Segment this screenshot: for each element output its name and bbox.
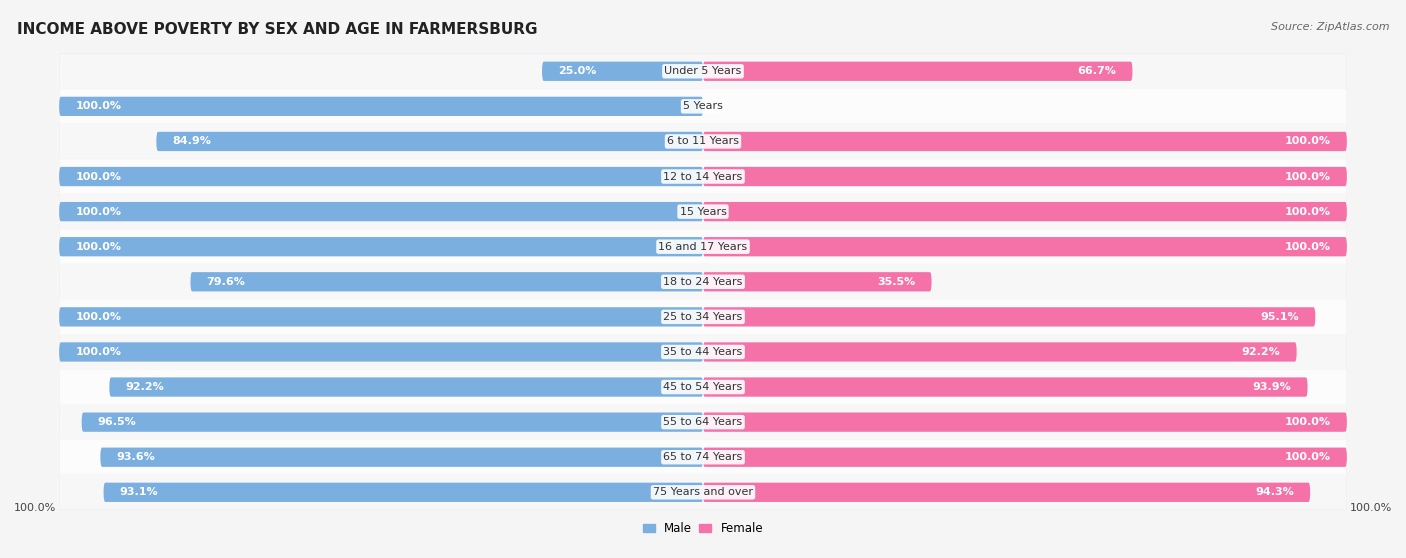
FancyBboxPatch shape	[59, 342, 703, 362]
FancyBboxPatch shape	[58, 334, 1348, 371]
FancyBboxPatch shape	[703, 61, 1132, 81]
FancyBboxPatch shape	[59, 264, 1347, 299]
Text: 100.0%: 100.0%	[76, 312, 121, 322]
Text: 100.0%: 100.0%	[76, 206, 121, 217]
Text: 45 to 54 Years: 45 to 54 Years	[664, 382, 742, 392]
Text: 100.0%: 100.0%	[1285, 417, 1330, 427]
FancyBboxPatch shape	[156, 132, 703, 151]
FancyBboxPatch shape	[703, 412, 1347, 432]
Text: 95.1%: 95.1%	[1261, 312, 1299, 322]
Text: 93.9%: 93.9%	[1253, 382, 1292, 392]
FancyBboxPatch shape	[59, 405, 1347, 440]
FancyBboxPatch shape	[59, 440, 1347, 475]
Text: Source: ZipAtlas.com: Source: ZipAtlas.com	[1271, 22, 1389, 32]
Text: 75 Years and over: 75 Years and over	[652, 487, 754, 497]
FancyBboxPatch shape	[59, 299, 1347, 334]
FancyBboxPatch shape	[58, 299, 1348, 335]
FancyBboxPatch shape	[59, 307, 703, 326]
Text: 5 Years: 5 Years	[683, 102, 723, 112]
Text: 92.2%: 92.2%	[1241, 347, 1281, 357]
FancyBboxPatch shape	[703, 237, 1347, 256]
FancyBboxPatch shape	[703, 483, 1310, 502]
FancyBboxPatch shape	[100, 448, 703, 467]
FancyBboxPatch shape	[190, 272, 703, 291]
FancyBboxPatch shape	[58, 474, 1348, 511]
Text: 100.0%: 100.0%	[76, 242, 121, 252]
Text: 100.0%: 100.0%	[1285, 206, 1330, 217]
FancyBboxPatch shape	[59, 89, 1347, 124]
Text: 100.0%: 100.0%	[1285, 171, 1330, 181]
Text: 25.0%: 25.0%	[558, 66, 596, 76]
Text: 84.9%: 84.9%	[173, 137, 211, 146]
Text: 18 to 24 Years: 18 to 24 Years	[664, 277, 742, 287]
FancyBboxPatch shape	[58, 193, 1348, 230]
FancyBboxPatch shape	[59, 475, 1347, 510]
Text: INCOME ABOVE POVERTY BY SEX AND AGE IN FARMERSBURG: INCOME ABOVE POVERTY BY SEX AND AGE IN F…	[17, 22, 537, 37]
Text: 15 Years: 15 Years	[679, 206, 727, 217]
FancyBboxPatch shape	[543, 61, 703, 81]
Text: 16 and 17 Years: 16 and 17 Years	[658, 242, 748, 252]
Text: 100.0%: 100.0%	[14, 503, 56, 513]
Text: 100.0%: 100.0%	[1350, 503, 1392, 513]
Text: 100.0%: 100.0%	[76, 347, 121, 357]
Text: 35.5%: 35.5%	[877, 277, 915, 287]
FancyBboxPatch shape	[703, 342, 1296, 362]
Text: 6 to 11 Years: 6 to 11 Years	[666, 137, 740, 146]
FancyBboxPatch shape	[58, 123, 1348, 160]
FancyBboxPatch shape	[703, 132, 1347, 151]
Text: 100.0%: 100.0%	[1285, 242, 1330, 252]
Text: 92.2%: 92.2%	[125, 382, 165, 392]
FancyBboxPatch shape	[59, 194, 1347, 229]
FancyBboxPatch shape	[703, 202, 1347, 222]
FancyBboxPatch shape	[703, 307, 1316, 326]
FancyBboxPatch shape	[59, 202, 703, 222]
FancyBboxPatch shape	[104, 483, 703, 502]
Text: 93.6%: 93.6%	[117, 452, 155, 462]
FancyBboxPatch shape	[59, 229, 1347, 264]
FancyBboxPatch shape	[59, 159, 1347, 194]
FancyBboxPatch shape	[59, 334, 1347, 369]
FancyBboxPatch shape	[82, 412, 703, 432]
FancyBboxPatch shape	[58, 263, 1348, 300]
FancyBboxPatch shape	[58, 228, 1348, 265]
FancyBboxPatch shape	[58, 158, 1348, 195]
Legend: Male, Female: Male, Female	[638, 517, 768, 540]
FancyBboxPatch shape	[58, 369, 1348, 405]
Text: 65 to 74 Years: 65 to 74 Years	[664, 452, 742, 462]
Text: 100.0%: 100.0%	[76, 171, 121, 181]
Text: 100.0%: 100.0%	[1285, 452, 1330, 462]
Text: 25 to 34 Years: 25 to 34 Years	[664, 312, 742, 322]
Text: 100.0%: 100.0%	[1285, 137, 1330, 146]
Text: 94.3%: 94.3%	[1256, 487, 1294, 497]
FancyBboxPatch shape	[59, 124, 1347, 159]
FancyBboxPatch shape	[58, 439, 1348, 475]
Text: 12 to 14 Years: 12 to 14 Years	[664, 171, 742, 181]
FancyBboxPatch shape	[58, 88, 1348, 124]
FancyBboxPatch shape	[703, 448, 1347, 467]
FancyBboxPatch shape	[110, 377, 703, 397]
FancyBboxPatch shape	[703, 167, 1347, 186]
FancyBboxPatch shape	[58, 53, 1348, 90]
Text: 79.6%: 79.6%	[207, 277, 246, 287]
FancyBboxPatch shape	[59, 97, 703, 116]
Text: 55 to 64 Years: 55 to 64 Years	[664, 417, 742, 427]
FancyBboxPatch shape	[59, 54, 1347, 89]
Text: 100.0%: 100.0%	[76, 102, 121, 112]
FancyBboxPatch shape	[59, 167, 703, 186]
Text: 35 to 44 Years: 35 to 44 Years	[664, 347, 742, 357]
FancyBboxPatch shape	[703, 377, 1308, 397]
FancyBboxPatch shape	[59, 369, 1347, 405]
FancyBboxPatch shape	[703, 272, 932, 291]
FancyBboxPatch shape	[58, 404, 1348, 440]
Text: 96.5%: 96.5%	[98, 417, 136, 427]
Text: 93.1%: 93.1%	[120, 487, 159, 497]
Text: Under 5 Years: Under 5 Years	[665, 66, 741, 76]
Text: 66.7%: 66.7%	[1077, 66, 1116, 76]
FancyBboxPatch shape	[59, 237, 703, 256]
